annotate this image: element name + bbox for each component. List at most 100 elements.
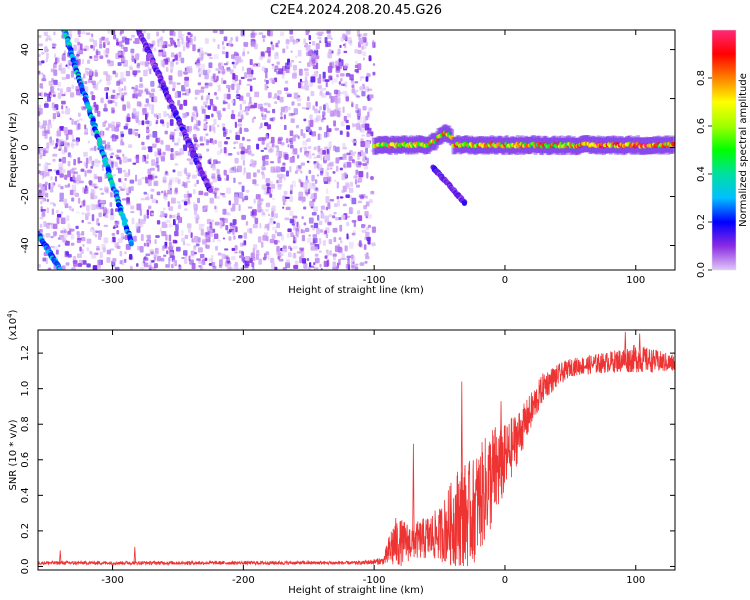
noise-speck [245, 189, 250, 193]
noise-speck [157, 40, 160, 47]
noise-speck [306, 160, 310, 163]
noise-speck [198, 155, 203, 159]
noise-speck [150, 194, 154, 199]
noise-speck [136, 64, 140, 69]
noise-speck [139, 77, 143, 83]
noise-speck [342, 142, 346, 148]
noise-speck [212, 139, 215, 145]
noise-speck [372, 63, 376, 66]
noise-speck [333, 78, 338, 83]
noise-speck [226, 263, 231, 270]
noise-speck [48, 182, 51, 190]
noise-speck [235, 60, 239, 65]
noise-speck [88, 157, 92, 164]
noise-speck [269, 238, 275, 244]
noise-speck [342, 106, 345, 113]
noise-speck [310, 246, 315, 251]
noise-speck [119, 250, 123, 257]
noise-speck [262, 38, 265, 43]
noise-speck [226, 84, 231, 89]
noise-speck [264, 72, 268, 79]
noise-speck [177, 204, 182, 209]
noise-speck [295, 39, 299, 44]
noise-speck [120, 140, 124, 146]
noise-speck [245, 112, 249, 116]
colorbar-tick-label: 0.8 [696, 70, 707, 86]
noise-speck [96, 266, 102, 269]
noise-speck [246, 83, 251, 86]
noise-speck [338, 217, 342, 221]
noise-speck [145, 234, 149, 238]
noise-speck [124, 172, 130, 177]
noise-speck [118, 186, 123, 189]
noise-speck [355, 123, 361, 130]
colorbar-tick-label: 0.4 [696, 166, 707, 182]
noise-speck [141, 141, 145, 146]
noise-speck [279, 173, 284, 179]
noise-speck [338, 58, 341, 62]
noise-speck [51, 84, 56, 91]
noise-speck [97, 201, 100, 205]
noise-speck [259, 106, 264, 112]
noise-speck [204, 257, 208, 261]
noise-speck [52, 116, 55, 122]
noise-speck [289, 157, 294, 163]
noise-speck [319, 170, 324, 176]
snr-y-label: SNR (10 * v/v) [8, 419, 19, 490]
noise-speck [134, 38, 140, 44]
noise-speck [201, 223, 205, 227]
noise-speck [44, 130, 50, 134]
noise-speck [310, 224, 314, 228]
noise-speck [306, 257, 310, 261]
noise-speck [161, 230, 167, 237]
noise-speck [289, 30, 294, 35]
noise-speck [191, 262, 196, 270]
noise-speck [55, 170, 60, 174]
noise-speck [65, 105, 68, 109]
noise-speck [145, 120, 150, 125]
noise-speck [348, 207, 353, 215]
noise-speck [146, 102, 150, 107]
noise-speck [104, 103, 107, 110]
noise-speck [81, 48, 87, 51]
noise-speck [58, 244, 61, 248]
noise-speck [146, 135, 150, 140]
noise-speck [163, 52, 167, 55]
noise-speck [163, 110, 167, 118]
noise-speck [135, 53, 140, 61]
noise-speck [39, 216, 44, 220]
noise-speck [172, 169, 176, 173]
noise-speck [298, 82, 303, 89]
noise-speck [95, 220, 99, 225]
noise-speck [265, 202, 271, 208]
noise-speck [177, 137, 181, 144]
noise-speck [63, 50, 66, 55]
noise-speck [304, 81, 309, 87]
noise-speck [99, 79, 102, 82]
noise-speck [261, 184, 267, 190]
noise-speck [311, 153, 316, 156]
noise-speck [356, 95, 361, 98]
noise-speck [289, 247, 293, 251]
noise-speck [94, 69, 98, 77]
noise-speck [67, 230, 72, 235]
noise-speck [91, 94, 96, 101]
noise-speck [327, 221, 332, 226]
noise-speck [300, 250, 305, 258]
noise-speck [289, 130, 294, 137]
noise-speck [79, 205, 82, 208]
noise-speck [119, 72, 125, 79]
noise-speck [186, 176, 190, 180]
noise-speck [56, 217, 60, 225]
noise-speck [217, 239, 222, 242]
noise-speck [304, 189, 310, 194]
noise-speck [235, 36, 239, 42]
noise-speck [191, 116, 194, 123]
noise-speck [271, 44, 275, 51]
noise-speck [53, 53, 57, 59]
noise-speck [339, 196, 344, 199]
noise-speck [304, 76, 308, 81]
noise-speck [126, 193, 130, 196]
noise-speck [349, 74, 354, 81]
